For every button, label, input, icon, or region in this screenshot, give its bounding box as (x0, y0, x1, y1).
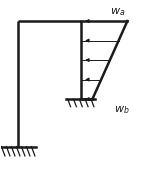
Text: $w_b$: $w_b$ (114, 104, 129, 116)
Text: $w_a$: $w_a$ (110, 6, 125, 18)
